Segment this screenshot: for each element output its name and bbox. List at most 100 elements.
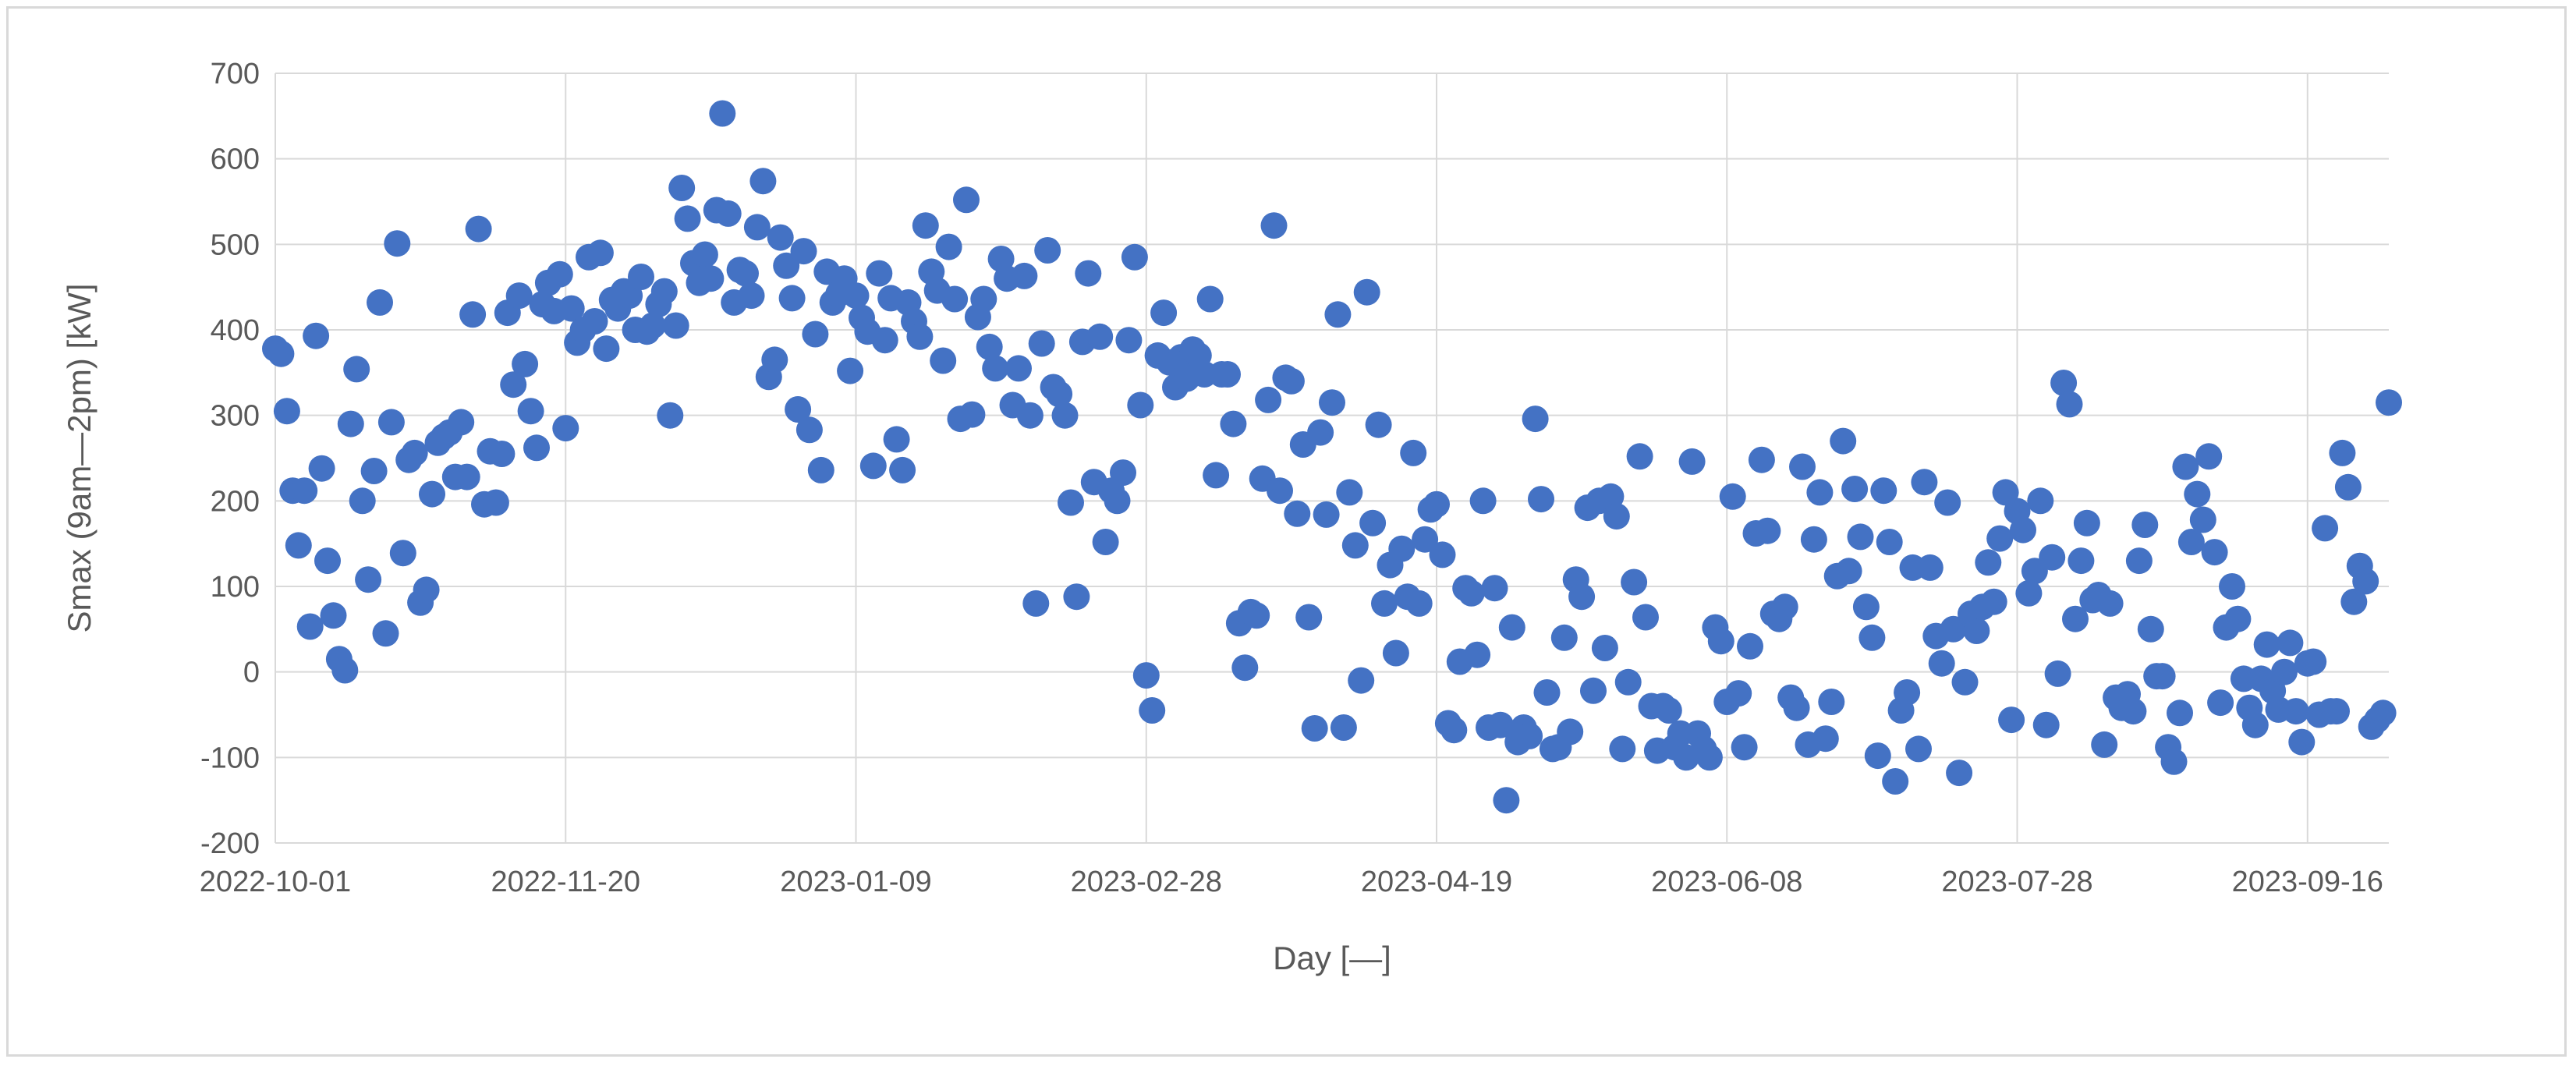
data-point [2172, 453, 2199, 480]
data-point [2241, 711, 2269, 738]
data-point [930, 347, 957, 374]
y-tick-label: 700 [211, 58, 260, 90]
data-point [2015, 579, 2043, 607]
data-point [1388, 535, 1416, 562]
x-tick-label: 2022-11-20 [491, 866, 640, 898]
data-point [1946, 760, 1973, 787]
data-point [367, 289, 393, 316]
data-point [1365, 411, 1392, 438]
data-point [1464, 641, 1491, 668]
data-point [1382, 639, 1409, 667]
data-point [1934, 489, 1961, 516]
data-point [1725, 680, 1752, 707]
data-point [2167, 699, 2193, 727]
data-point [1313, 501, 1340, 528]
data-point [1528, 486, 1554, 513]
data-point [2329, 439, 2356, 466]
data-point [1330, 714, 1357, 741]
data-point [308, 455, 335, 482]
x-tick-label: 2023-02-28 [1071, 866, 1222, 898]
data-point [1260, 212, 1288, 239]
data-point [1632, 604, 1659, 631]
data-point [883, 426, 910, 453]
data-point [1481, 575, 1508, 602]
data-point [2091, 731, 2118, 758]
data-point [2369, 699, 2397, 727]
data-point [1022, 590, 1050, 617]
data-point [372, 620, 399, 647]
x-axis-title: Day [—] [1273, 940, 1391, 976]
data-point [1458, 579, 1485, 607]
data-point [2177, 529, 2205, 555]
data-point [773, 252, 800, 279]
data-point [1429, 541, 1456, 568]
data-point [1870, 477, 1897, 505]
data-point [1400, 439, 1427, 466]
data-point [2096, 590, 2124, 617]
data-point [709, 100, 736, 127]
data-point [419, 480, 445, 508]
data-point [982, 355, 1009, 382]
data-point [1405, 590, 1433, 617]
data-point [413, 576, 440, 604]
data-point [1324, 301, 1352, 328]
data-point [1847, 523, 1874, 551]
x-axis-tick-labels: 2022-10-01 2022-11-20 2023-01-09 2023-02-28… [200, 866, 2383, 898]
data-point [1034, 237, 1061, 264]
data-point [1707, 628, 1734, 655]
data-point [842, 282, 870, 310]
data-point [1800, 526, 1827, 553]
data-point [1255, 386, 1282, 413]
scatter-chart: -200 -100 0 100 200 300 400 500 600 700 2022-10-0… [61, 58, 2402, 976]
data-point [1336, 479, 1363, 506]
data-point [1353, 278, 1380, 306]
data-point [1214, 361, 1241, 388]
data-point [1016, 402, 1044, 429]
data-point [268, 340, 295, 367]
data-point [1075, 260, 1102, 287]
data-point [1498, 614, 1525, 641]
data-point [2195, 443, 2223, 470]
data-point [1348, 667, 1375, 694]
x-tick-label: 2023-01-09 [780, 866, 931, 898]
data-point [1051, 402, 1079, 429]
data-point [807, 456, 834, 483]
data-point [349, 487, 376, 515]
data-point [1655, 697, 1682, 724]
y-tick-label: 400 [211, 314, 260, 347]
data-point [1916, 554, 1944, 581]
data-point [459, 301, 487, 328]
data-point [1550, 624, 1578, 651]
data-point [1876, 529, 1903, 555]
data-point [1841, 476, 1869, 502]
data-point [1626, 443, 1653, 470]
data-point [866, 260, 893, 287]
data-point [1469, 487, 1497, 515]
data-point [2131, 512, 2159, 538]
data-point [1493, 787, 1520, 814]
data-point [2027, 487, 2054, 515]
data-point [1319, 389, 1345, 416]
data-point [482, 489, 509, 516]
data-point [2184, 480, 2211, 508]
data-point [1046, 381, 1073, 408]
data-point [691, 241, 718, 268]
data-point [657, 402, 684, 429]
data-point [1940, 615, 1967, 643]
data-point [802, 321, 829, 348]
data-point [714, 200, 742, 227]
data-point [448, 409, 475, 436]
data-point [1621, 568, 1648, 596]
data-point [581, 308, 608, 335]
data-point [2288, 728, 2316, 756]
data-point [512, 350, 539, 377]
data-point [859, 452, 887, 480]
data-point [1754, 517, 1781, 544]
data-point [1150, 299, 1178, 327]
data-point [1115, 327, 1143, 354]
data-point [1830, 427, 1857, 455]
data-point [674, 205, 701, 232]
data-point [1678, 448, 1706, 475]
data-point [320, 602, 347, 629]
data-point [1818, 689, 1845, 715]
